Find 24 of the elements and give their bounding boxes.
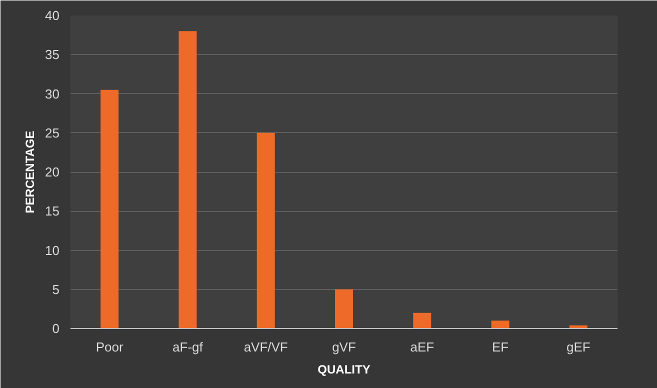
x-tick-label: aEF xyxy=(410,340,434,354)
x-tick-label: aF-gf xyxy=(172,340,204,354)
y-tick-label: 10 xyxy=(45,242,60,258)
y-tick-label: 30 xyxy=(45,86,60,102)
bar xyxy=(413,312,432,328)
y-tick-label: 25 xyxy=(45,125,60,140)
y-tick-label: 35 xyxy=(45,47,60,62)
bar xyxy=(491,320,510,328)
bar xyxy=(178,31,197,328)
x-tick-label: Poor xyxy=(96,340,124,354)
y-tick-label: 5 xyxy=(52,282,60,297)
x-axis-title: QUALITY xyxy=(318,362,370,376)
bar xyxy=(100,90,119,328)
bar xyxy=(335,289,353,328)
y-tick-label: 15 xyxy=(45,204,60,219)
bar xyxy=(256,132,275,328)
y-axis-title: PERCENTAGE xyxy=(23,130,38,214)
y-tick-label: 20 xyxy=(45,164,60,180)
x-tick-label: aVF/VF xyxy=(244,340,288,354)
x-tick-label: gEF xyxy=(566,340,590,354)
x-tick-label: EF xyxy=(492,340,509,354)
y-tick-label: 0 xyxy=(52,321,60,336)
x-tick-label: gVF xyxy=(332,340,356,354)
y-tick-label: 40 xyxy=(45,8,60,23)
